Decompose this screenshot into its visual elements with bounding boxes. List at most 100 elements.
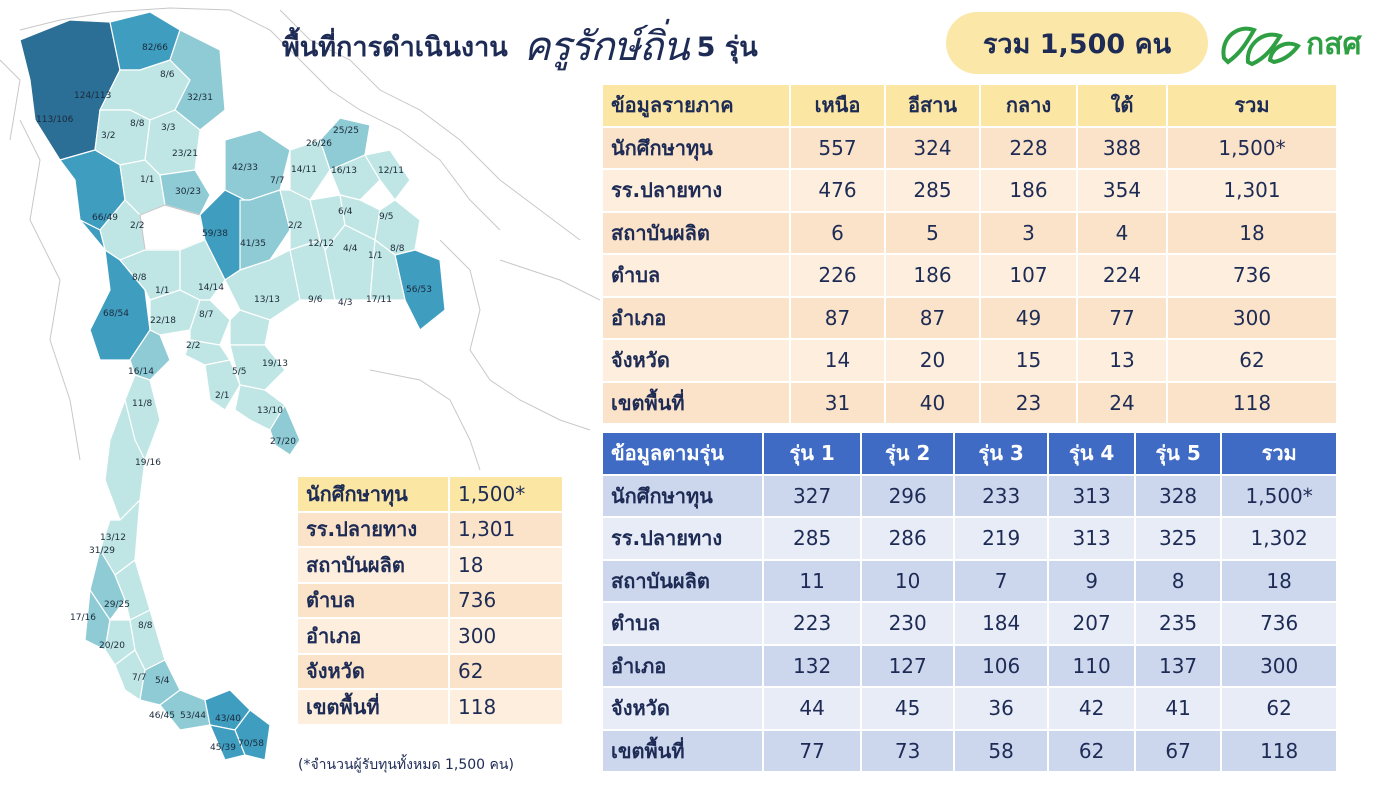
neighbour-borders (0, 7, 600, 471)
row-label: นักศึกษาทุน (603, 475, 762, 516)
title-main: พื้นที่การดำเนินงาน (282, 31, 508, 63)
map-label: 12/12 (308, 239, 334, 249)
table-header-cell: อีสาน (886, 85, 979, 126)
table-row: จังหวัด 14 20 15 13 62 (603, 340, 1336, 381)
row-label: อำเภอ (298, 619, 448, 653)
table-cell: 324 (886, 127, 979, 168)
map-label: 22/18 (150, 316, 176, 326)
table-header-cell: กลาง (981, 85, 1076, 126)
table-cell: 118 (1222, 730, 1336, 771)
table-cell: 736 (1168, 255, 1336, 296)
map-label: 5/5 (232, 367, 246, 377)
map-label: 12/11 (378, 166, 404, 176)
table-cell: 36 (954, 688, 1048, 729)
table-cell: 4 (1078, 212, 1166, 253)
map-label: 19/16 (135, 458, 161, 468)
map-label: 8/7 (199, 310, 213, 320)
table-header-row: ข้อมูลตามรุ่น รุ่น 1 รุ่น 2 รุ่น 3 รุ่น … (603, 433, 1336, 474)
map-label: 42/33 (232, 163, 258, 173)
table-cell: 18 (1222, 560, 1336, 601)
table-cell: 186 (981, 170, 1076, 211)
table-cell: 87 (791, 297, 884, 338)
table-cell: 230 (862, 603, 953, 644)
map-label: 19/13 (262, 359, 288, 369)
map-label: 3/2 (101, 131, 115, 141)
map-label: 29/25 (104, 600, 130, 610)
map-label: 16/14 (128, 367, 154, 377)
table-cell: 313 (1049, 475, 1134, 516)
table-cell: 1,301 (450, 512, 562, 546)
row-label: รร.ปลายทาง (298, 512, 448, 546)
map-label: 53/44 (180, 711, 206, 721)
map-label: 8/8 (130, 119, 145, 129)
thailand-map: 82/66 8/6 32/31 124/113 113/106 3/2 8/8 … (0, 7, 600, 761)
map-label: 66/49 (92, 213, 118, 223)
table-cell: 1,500* (450, 477, 562, 511)
table-cell: 1,302 (1222, 518, 1336, 559)
title-suffix: 5 รุ่น (696, 31, 758, 63)
row-label: ตำบล (298, 583, 448, 617)
table-row: อำเภอ 132 127 106 110 137 300 (603, 645, 1336, 686)
map-label: 17/11 (366, 295, 392, 305)
map-label: 2/2 (130, 221, 144, 231)
table-cell: 77 (763, 730, 861, 771)
map-label: 25/25 (333, 126, 359, 136)
table-header-cell: รุ่น 4 (1049, 433, 1134, 474)
logo-text: กสศ (1306, 26, 1362, 62)
map-label: 41/35 (240, 239, 266, 249)
table-cell: 44 (763, 688, 861, 729)
summary-table: นักศึกษาทุน 1,500* รร.ปลายทาง 1,301 สถาบ… (296, 475, 564, 726)
table-header-cell: รวม (1222, 433, 1336, 474)
table-header-cell: รุ่น 1 (763, 433, 861, 474)
table-cell: 557 (791, 127, 884, 168)
table-cell: 476 (791, 170, 884, 211)
table-cell: 736 (450, 583, 562, 617)
row-label: อำเภอ (603, 297, 789, 338)
table-cell: 354 (1078, 170, 1166, 211)
table-cell: 8 (1135, 560, 1221, 601)
table-header-cell: ข้อมูลตามรุ่น (603, 433, 762, 474)
table-row: สถาบันผลิต 11 10 7 9 8 18 (603, 560, 1336, 601)
map-label: 32/31 (187, 93, 213, 103)
footnote: (*จำนวนผู้รับทุนทั้งหมด 1,500 คน) (298, 757, 514, 773)
map-label: 8/6 (160, 70, 175, 80)
map-label: 20/20 (99, 641, 125, 651)
table-cell: 107 (981, 255, 1076, 296)
table-cell: 224 (1078, 255, 1166, 296)
table-row: เขตพื้นที่ 31 40 23 24 118 (603, 382, 1336, 423)
region-northeast (224, 117, 446, 346)
table-row: จังหวัด 62 (298, 654, 562, 688)
map-label: 46/45 (149, 711, 175, 721)
table-cell: 42 (1049, 688, 1134, 729)
map-label: 68/54 (103, 309, 129, 319)
row-label: ตำบล (603, 255, 789, 296)
row-label: จังหวัด (603, 688, 762, 729)
region-east (204, 344, 301, 456)
table-cell: 235 (1135, 603, 1221, 644)
map-label: 16/13 (331, 166, 357, 176)
map-label: 13/12 (100, 533, 126, 543)
map-label: 2/1 (215, 391, 229, 401)
table-cell: 45 (862, 688, 953, 729)
table-cell: 228 (981, 127, 1076, 168)
table-cell: 20 (886, 340, 979, 381)
map-label: 4/3 (338, 298, 352, 308)
row-label: รร.ปลายทาง (603, 170, 789, 211)
table-row: นักศึกษาทุน 327 296 233 313 328 1,500* (603, 475, 1336, 516)
table-header-cell: ข้อมูลรายภาค (603, 85, 789, 126)
table-row: รร.ปลายทาง 476 285 186 354 1,301 (603, 170, 1336, 211)
row-label: เขตพื้นที่ (603, 730, 762, 771)
table-cell: 3 (981, 212, 1076, 253)
table-cell: 325 (1135, 518, 1221, 559)
map-label: 70/58 (238, 739, 264, 749)
table-cell: 18 (1168, 212, 1336, 253)
batch-table: ข้อมูลตามรุ่น รุ่น 1 รุ่น 2 รุ่น 3 รุ่น … (601, 431, 1338, 773)
table-row: สถาบันผลิต 6 5 3 4 18 (603, 212, 1336, 253)
row-label: จังหวัด (298, 654, 448, 688)
map-label: 13/10 (257, 406, 283, 416)
table-cell: 327 (763, 475, 861, 516)
map-label: 59/38 (202, 229, 228, 239)
map-label: 14/14 (198, 283, 224, 293)
table-cell: 388 (1078, 127, 1166, 168)
map-label: 43/40 (215, 714, 241, 724)
